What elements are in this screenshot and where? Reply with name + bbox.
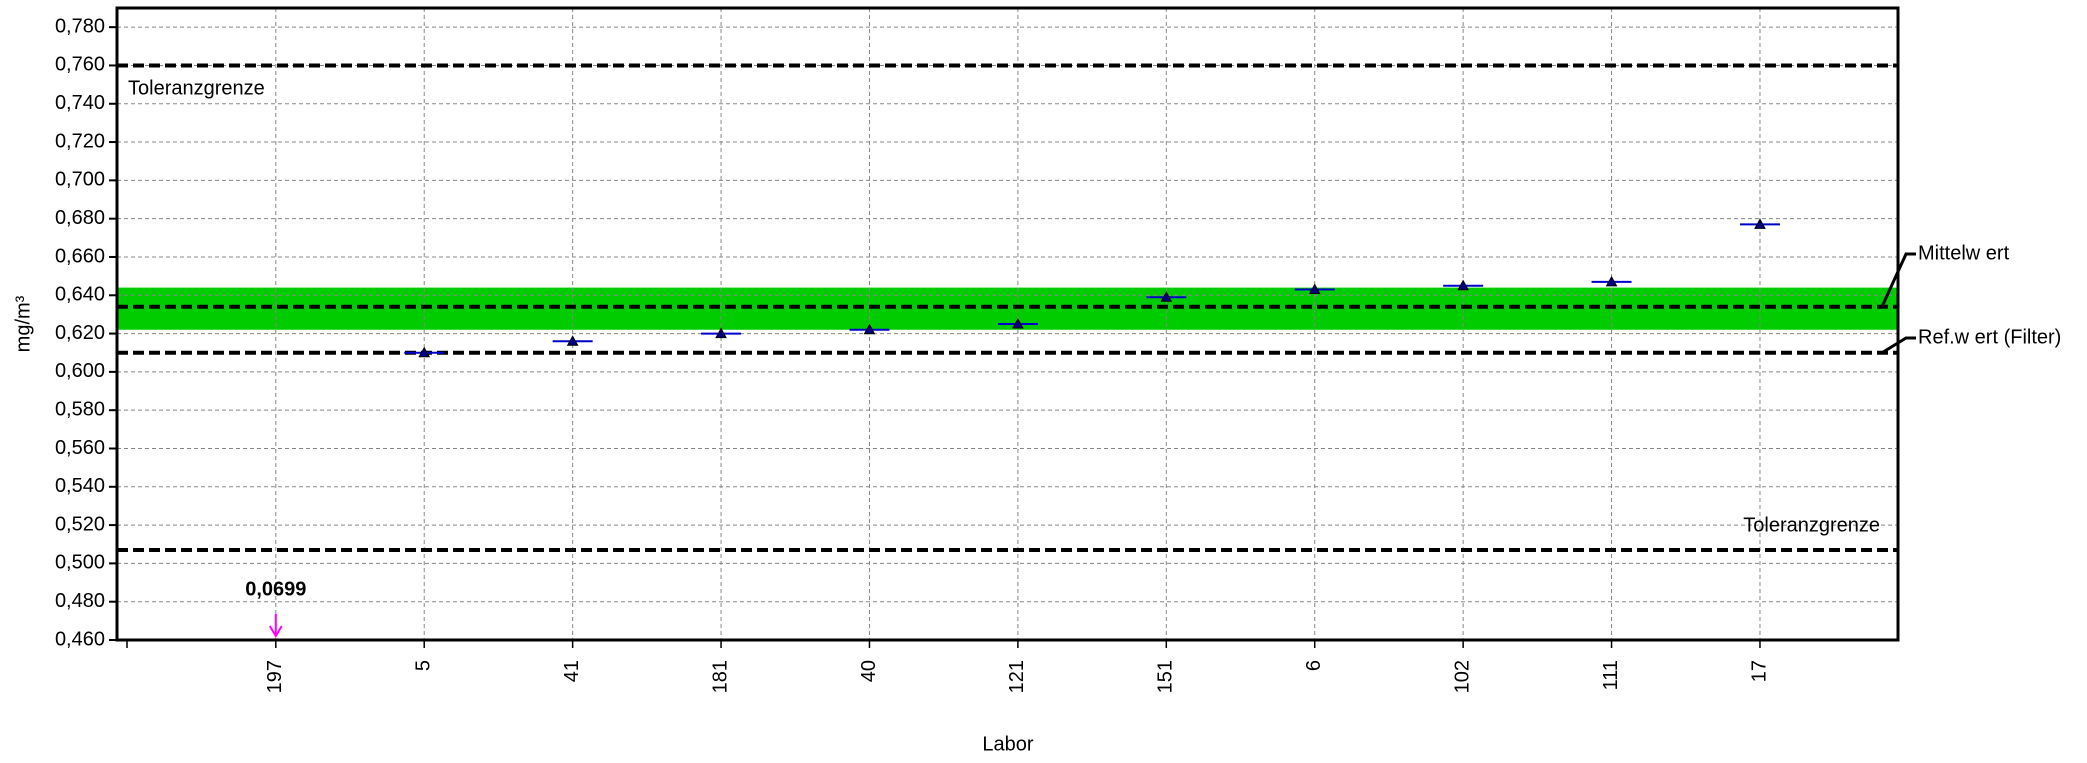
y-axis-label: mg/m³ xyxy=(12,295,34,352)
leader-line xyxy=(1880,252,1916,308)
leader-line xyxy=(1881,336,1916,355)
y-tick-label: 0,760 xyxy=(55,54,105,76)
y-tick-label: 0,780 xyxy=(55,15,105,37)
point xyxy=(1457,279,1469,291)
y-tick-label: 0,520 xyxy=(55,513,105,535)
point xyxy=(1012,317,1024,329)
x-tick-label: 197 xyxy=(264,660,286,693)
x-tick-label: 40 xyxy=(858,660,880,682)
point xyxy=(1160,291,1173,302)
x-tick-label: 17 xyxy=(1748,660,1770,682)
point xyxy=(1754,218,1766,229)
point xyxy=(418,346,431,358)
y-tick-label: 0,640 xyxy=(55,284,105,306)
y-tick-label: 0,700 xyxy=(55,169,105,191)
offscale-arrow-head xyxy=(268,625,283,638)
x-tick-label: 181 xyxy=(709,660,731,693)
y-tick-label: 0,480 xyxy=(55,590,105,612)
y-tick-label: 0,600 xyxy=(55,360,105,382)
x-tick-label: 102 xyxy=(1451,660,1473,693)
y-tick-label: 0,740 xyxy=(55,92,105,114)
x-tick-label: 151 xyxy=(1155,660,1177,693)
x-tick-label: 41 xyxy=(561,660,583,682)
y-tick-label: 0,560 xyxy=(55,437,105,459)
point xyxy=(1605,275,1618,287)
x-tick-label: 111 xyxy=(1600,660,1622,690)
reference-label: Toleranzgrenze xyxy=(128,78,265,100)
point xyxy=(715,327,727,339)
point xyxy=(863,323,876,335)
plot-frame xyxy=(115,6,1900,642)
x-tick-label: 5 xyxy=(413,660,435,671)
y-tick-label: 0,660 xyxy=(55,245,105,267)
x-axis-label: Labor xyxy=(982,733,1033,755)
y-tick-label: 0,500 xyxy=(55,552,105,574)
y-tick-label: 0,540 xyxy=(55,475,105,497)
x-tick-label: 6 xyxy=(1303,660,1325,671)
y-tick-label: 0,680 xyxy=(55,207,105,229)
reference-label: Ref.w ert (Filter) xyxy=(1918,326,2061,348)
point xyxy=(1308,283,1321,295)
y-tick-label: 0,580 xyxy=(55,398,105,420)
reference-label: Toleranzgrenze xyxy=(1743,514,1880,536)
y-tick-label: 0,620 xyxy=(55,322,105,344)
x-tick-label: 121 xyxy=(1006,660,1028,693)
reference-label: Mittelw ert xyxy=(1918,242,2010,264)
y-tick-label: 0,460 xyxy=(55,628,105,650)
y-tick-label: 0,720 xyxy=(55,130,105,152)
value-label: 0,0699 xyxy=(245,578,306,600)
point xyxy=(566,335,579,346)
